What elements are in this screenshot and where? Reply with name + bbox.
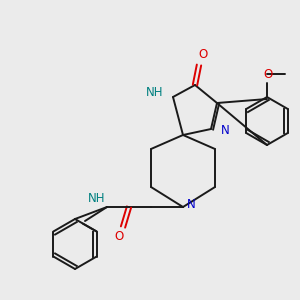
- Text: O: O: [263, 68, 273, 80]
- Text: O: O: [198, 49, 208, 62]
- Text: N: N: [221, 124, 230, 137]
- Text: N: N: [187, 197, 195, 211]
- Text: NH: NH: [146, 86, 163, 100]
- Text: O: O: [114, 230, 124, 242]
- Text: NH: NH: [88, 193, 105, 206]
